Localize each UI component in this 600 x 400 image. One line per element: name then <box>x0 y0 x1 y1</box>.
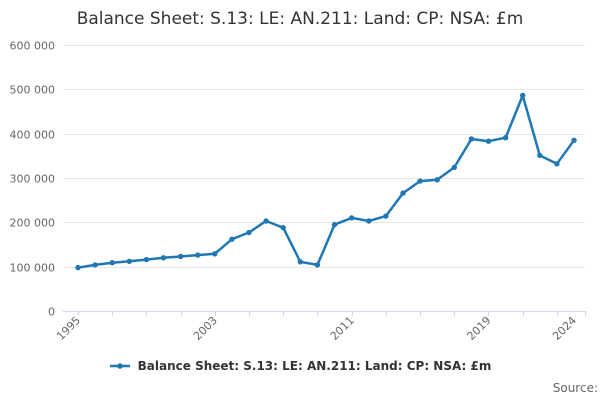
chart-title: Balance Sheet: S.13: LE: AN.211: Land: C… <box>76 9 524 29</box>
data-point-marker <box>92 262 98 268</box>
data-point-marker <box>520 92 526 99</box>
data-point-marker <box>554 161 560 167</box>
svg-text:200 000: 200 000 <box>10 217 56 230</box>
svg-text:2011: 2011 <box>328 314 357 343</box>
data-point-marker <box>263 218 269 224</box>
data-point-marker <box>297 259 303 265</box>
data-point-marker <box>400 190 406 196</box>
data-point-marker <box>485 138 492 144</box>
data-point-marker <box>451 164 457 171</box>
data-point-marker <box>229 236 235 242</box>
legend-item[interactable]: Balance Sheet: S.13: LE: AN.211: Land: C… <box>109 359 492 373</box>
data-point-marker <box>246 229 252 236</box>
data-point-marker <box>75 264 81 271</box>
series-markers <box>75 92 577 271</box>
svg-text:2024: 2024 <box>550 314 579 343</box>
svg-text:100 000: 100 000 <box>10 262 56 275</box>
data-point-marker <box>126 258 132 264</box>
data-point-marker <box>349 215 355 221</box>
svg-text:0: 0 <box>48 306 55 319</box>
y-gridlines <box>63 45 585 268</box>
source-label: Source: <box>552 381 598 395</box>
data-point-marker <box>109 260 115 266</box>
data-point-marker <box>280 225 286 231</box>
data-point-marker <box>314 262 321 268</box>
svg-text:2003: 2003 <box>191 314 220 343</box>
data-point-marker <box>502 135 509 141</box>
legend-series-label: Balance Sheet: S.13: LE: AN.211: Land: C… <box>137 359 492 373</box>
x-axis-ticks <box>78 311 586 316</box>
svg-text:500 000: 500 000 <box>10 84 56 97</box>
legend: Balance Sheet: S.13: LE: AN.211: Land: C… <box>0 359 600 373</box>
data-point-marker <box>195 252 201 258</box>
svg-text:1995: 1995 <box>54 314 83 343</box>
data-point-marker <box>160 255 167 261</box>
data-point-marker <box>212 251 218 257</box>
x-axis-labels: 1995 2003 2011 2019 2024 <box>54 314 579 343</box>
data-point-marker <box>383 213 389 219</box>
svg-text:300 000: 300 000 <box>10 173 56 186</box>
data-point-marker <box>366 218 372 224</box>
series-line <box>76 94 576 269</box>
y-axis-labels: 0 100 000 200 000 300 000 400 000 500 000 600 … <box>10 40 56 319</box>
data-point-marker <box>143 256 150 263</box>
data-point-marker <box>417 178 423 184</box>
data-point-marker <box>468 136 475 142</box>
data-point-marker <box>331 221 338 228</box>
svg-text:600 000: 600 000 <box>10 40 56 53</box>
data-point-marker <box>537 152 543 159</box>
legend-series-marker-icon <box>109 363 130 369</box>
svg-text:2019: 2019 <box>465 314 494 343</box>
data-point-marker <box>177 253 184 260</box>
data-point-marker <box>434 177 440 183</box>
data-point-marker <box>571 137 577 143</box>
svg-text:400 000: 400 000 <box>10 129 56 142</box>
